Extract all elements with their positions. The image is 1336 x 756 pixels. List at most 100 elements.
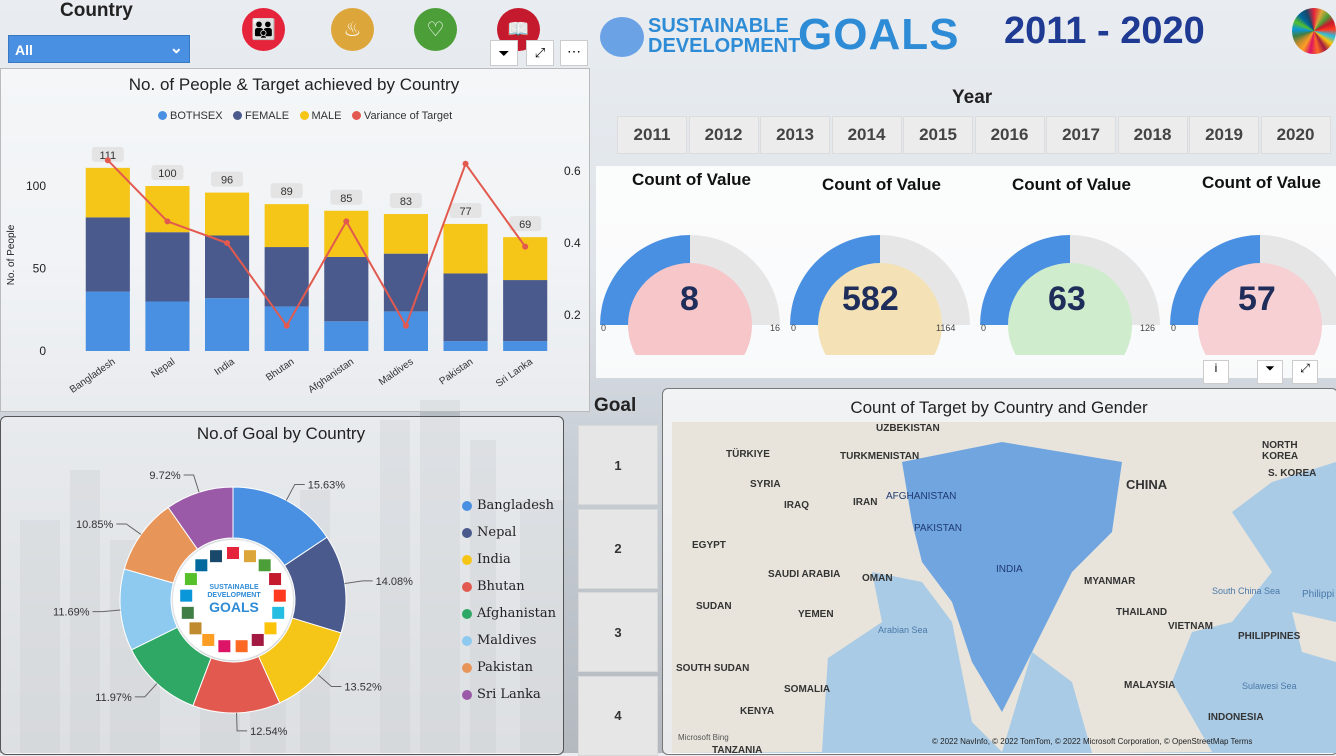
- map-country-label: EGYPT: [692, 540, 726, 551]
- bar-male[interactable]: [503, 237, 548, 281]
- bar-bothsex[interactable]: [205, 298, 250, 351]
- bar-female[interactable]: [85, 217, 130, 292]
- pie-center-line3: GOALS: [209, 599, 259, 615]
- pie-data-label: 10.85%: [76, 519, 114, 531]
- legend-dot: [462, 581, 472, 592]
- food-bowl-goal-icon[interactable]: ♨: [331, 8, 374, 51]
- pie-legend-item[interactable]: India: [462, 552, 511, 567]
- country-filter-label: Country: [60, 0, 133, 21]
- bar-male[interactable]: [264, 204, 309, 248]
- year-button-2016[interactable]: 2016: [974, 116, 1045, 154]
- pie-legend-item[interactable]: Afghanistan: [462, 606, 556, 621]
- bar-bothsex[interactable]: [324, 321, 369, 351]
- pie-legend-label: Afghanistan: [477, 606, 556, 621]
- more-options-icon[interactable]: ⋯: [560, 40, 588, 66]
- pie-legend-label: India: [477, 552, 511, 567]
- variance-point[interactable]: [164, 218, 171, 225]
- bar-male[interactable]: [145, 186, 190, 233]
- map-country-label: TURKMENISTAN: [840, 451, 920, 462]
- map-canvas[interactable]: [672, 422, 1336, 753]
- legend-variance: Variance of Target: [351, 110, 452, 122]
- pie-legend-item[interactable]: Pakistan: [462, 660, 533, 675]
- bar-male[interactable]: [383, 214, 428, 254]
- variance-point[interactable]: [522, 243, 529, 250]
- family-goal-icon[interactable]: 👪: [242, 8, 285, 51]
- gauge-fill: [790, 235, 880, 325]
- variance-point[interactable]: [104, 157, 111, 164]
- kpi-value: 582: [842, 280, 899, 318]
- country-dropdown[interactable]: All ⌄: [8, 35, 190, 63]
- kpi-title: Count of Value: [632, 170, 751, 189]
- info-icon[interactable]: i: [1203, 360, 1229, 384]
- pie-legend-item[interactable]: Nepal: [462, 525, 516, 540]
- pie-legend-label: Pakistan: [477, 660, 533, 675]
- map-country-label: SUDAN: [696, 601, 732, 612]
- bar-male[interactable]: [205, 192, 250, 236]
- country-dropdown-value: All: [15, 42, 33, 58]
- map-country-label: OMAN: [862, 573, 893, 584]
- total-label: 77: [459, 206, 471, 218]
- bar-bothsex[interactable]: [383, 311, 428, 351]
- pie-leader-line: [344, 580, 373, 585]
- sdg-wheel-icon: [1292, 8, 1336, 54]
- variance-point[interactable]: [224, 240, 231, 246]
- legend-male: MALE: [299, 110, 341, 122]
- health-heart-goal-icon[interactable]: ♡: [414, 8, 457, 51]
- goal-button-3[interactable]: 3: [578, 592, 658, 672]
- variance-point[interactable]: [462, 160, 469, 167]
- pie-center-line2: DEVELOPMENT: [207, 592, 261, 599]
- goal-ring-tile: [243, 550, 256, 563]
- pie-legend-label: Nepal: [477, 525, 517, 540]
- bar-male[interactable]: [443, 223, 488, 274]
- year-button-2014[interactable]: 2014: [831, 116, 902, 154]
- bar-female[interactable]: [145, 232, 190, 302]
- bar-female[interactable]: [503, 280, 548, 342]
- variance-point[interactable]: [283, 322, 290, 329]
- year-button-2018[interactable]: 2018: [1117, 116, 1188, 154]
- focus-mode-icon[interactable]: ⤢: [526, 40, 554, 66]
- gauge-fill: [600, 235, 690, 325]
- kpi-min: 0: [981, 323, 987, 333]
- focus-mode-icon-2[interactable]: ⤢: [1292, 360, 1318, 384]
- map-country-label: IRAN: [853, 497, 878, 508]
- filter-icon[interactable]: ⏷: [490, 40, 518, 66]
- goal-button-2[interactable]: 2: [578, 508, 658, 589]
- sdg-line1: SUSTAINABLE: [648, 15, 789, 37]
- year-button-2020[interactable]: 2020: [1260, 116, 1331, 154]
- variance-point[interactable]: [343, 218, 350, 225]
- pie-legend-item[interactable]: Maldives: [462, 633, 536, 648]
- bar-female[interactable]: [264, 247, 309, 307]
- map-attribution: © 2022 NavInfo, © 2022 TomTom, © 2022 Mi…: [932, 737, 1253, 746]
- bar-female[interactable]: [443, 273, 488, 342]
- year-button-2017[interactable]: 2017: [1046, 116, 1116, 154]
- goal-button-1[interactable]: 1: [578, 425, 658, 505]
- goal-ring-tile: [235, 640, 248, 653]
- y-tick-label: 0: [39, 344, 46, 358]
- pie-slice-sri-lanka[interactable]: [167, 486, 234, 550]
- bar-bothsex[interactable]: [85, 291, 130, 351]
- goal-button-4[interactable]: 4: [578, 675, 658, 756]
- year-button-2012[interactable]: 2012: [688, 116, 759, 154]
- filter-icon-2[interactable]: ⏷: [1257, 360, 1283, 384]
- map-sea-label: Arabian Sea: [878, 625, 928, 635]
- bar-female[interactable]: [324, 256, 369, 322]
- y-axis-label: No. of People: [6, 224, 17, 285]
- kpi-title: Count of Value: [1012, 175, 1131, 194]
- kpi-value: 63: [1048, 280, 1086, 318]
- year-button-2011[interactable]: 2011: [617, 116, 687, 154]
- year-button-2013[interactable]: 2013: [760, 116, 830, 154]
- goal-icon-circle: [1198, 263, 1322, 355]
- y2-tick-label: 0.4: [564, 236, 581, 250]
- bar-bothsex[interactable]: [145, 301, 190, 352]
- goal-ring-tile: [258, 559, 271, 572]
- bar-bothsex[interactable]: [443, 341, 488, 351]
- variance-point[interactable]: [402, 322, 409, 329]
- year-button-2015[interactable]: 2015: [903, 116, 973, 154]
- pie-legend-item[interactable]: Sri Lanka: [462, 687, 541, 702]
- pie-legend-item[interactable]: Bhutan: [462, 579, 525, 594]
- map-sea-label: South China Sea: [1212, 586, 1281, 596]
- bar-bothsex[interactable]: [503, 341, 548, 351]
- year-button-2019[interactable]: 2019: [1189, 116, 1259, 154]
- map-country-label: SOUTH SUDAN: [676, 663, 750, 674]
- pie-legend-item[interactable]: Bangladesh: [462, 498, 554, 513]
